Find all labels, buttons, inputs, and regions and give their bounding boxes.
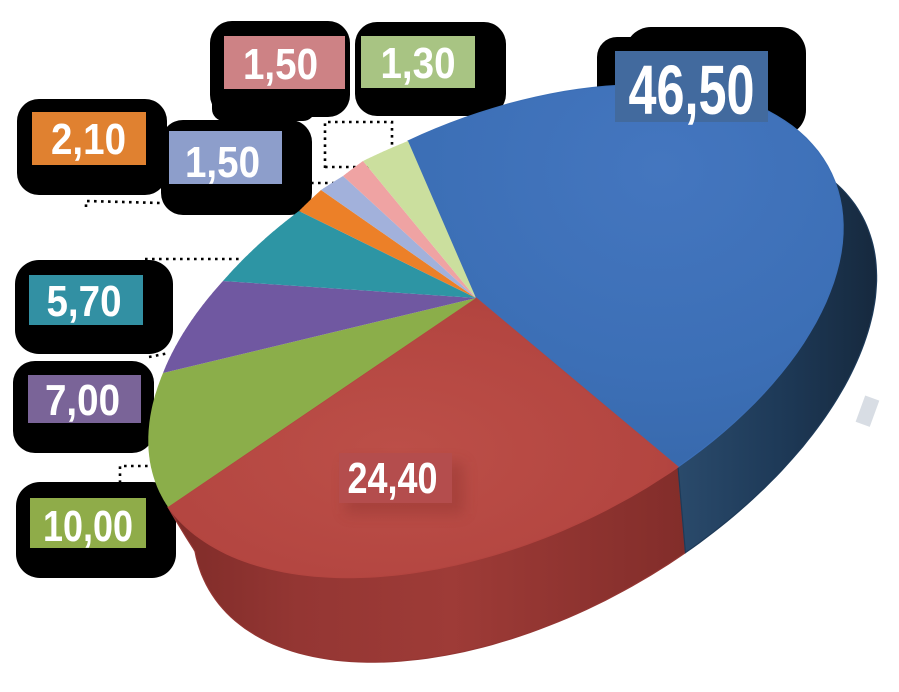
svg-text:2,10: 2,10 [51, 115, 126, 164]
svg-text:1,30: 1,30 [381, 39, 456, 88]
svg-text:7,00: 7,00 [45, 376, 120, 425]
svg-text:46,50: 46,50 [629, 51, 755, 129]
svg-text:1,50: 1,50 [243, 40, 318, 89]
svg-text:5,70: 5,70 [47, 277, 122, 326]
svg-text:1,50: 1,50 [185, 138, 260, 187]
svg-text:24,40: 24,40 [348, 454, 438, 503]
svg-text:10,00: 10,00 [43, 502, 133, 551]
